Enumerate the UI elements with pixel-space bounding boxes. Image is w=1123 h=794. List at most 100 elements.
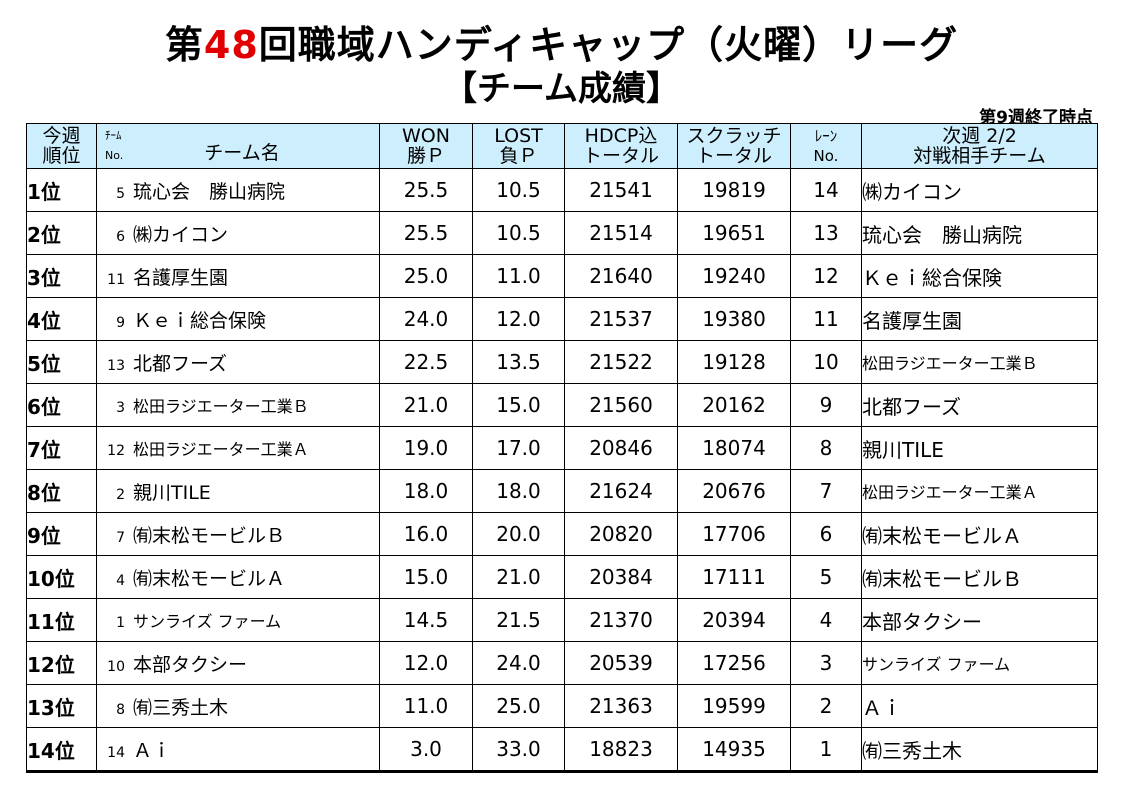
rank-cell: 4位 xyxy=(26,297,97,341)
header-team-no: ﾁｰﾑ xyxy=(105,129,122,142)
next-opponent: 松田ラジエーター工業Ｂ xyxy=(861,340,1098,384)
scratch-total: 17706 xyxy=(677,512,791,556)
lost-points: 24.0 xyxy=(472,641,565,685)
team-number: 14 xyxy=(107,744,125,761)
team-cell: 11 名護厚生園 xyxy=(96,254,380,298)
title-number: 48 xyxy=(203,23,259,67)
title-prefix: 第 xyxy=(164,23,204,67)
team-cell: 3 松田ラジエーター工業Ｂ xyxy=(96,383,380,427)
team-cell: 7 ㈲末松モービルＢ xyxy=(96,512,380,556)
header-lane: ﾚｰﾝ No. xyxy=(790,123,862,169)
scratch-total: 20394 xyxy=(677,598,791,642)
scratch-total: 17111 xyxy=(677,555,791,599)
lane-number: 6 xyxy=(790,512,862,556)
table-row: 6位 3 松田ラジエーター工業Ｂ 21.0 15.0 21560 20162 9 北都フーズ xyxy=(26,383,1098,427)
lost-points: 15.0 xyxy=(472,383,565,427)
rank-cell: 6位 xyxy=(26,383,97,427)
won-points: 25.5 xyxy=(379,168,473,212)
table-row: 7位 12 松田ラジエーター工業Ａ 19.0 17.0 20846 18074 8 親川TILE xyxy=(26,426,1098,470)
lane-number: 14 xyxy=(790,168,862,212)
team-number: 12 xyxy=(107,443,125,459)
lost-points: 18.0 xyxy=(472,469,565,513)
lane-number: 8 xyxy=(790,426,862,470)
team-cell: 9 Ｋｅｉ総合保険 xyxy=(96,297,380,341)
next-opponent: ㈲三秀土木 xyxy=(861,727,1098,773)
won-points: 11.0 xyxy=(379,684,473,728)
lost-points: 11.0 xyxy=(472,254,565,298)
team-number: 5 xyxy=(116,185,125,202)
next-opponent: ㈲末松モービルＢ xyxy=(861,555,1098,599)
team-number: 2 xyxy=(116,486,125,503)
lane-number: 10 xyxy=(790,340,862,384)
won-points: 22.5 xyxy=(379,340,473,384)
header-hdcp: HDCP込 トータル xyxy=(564,123,678,169)
scratch-total: 19380 xyxy=(677,297,791,341)
lane-number: 12 xyxy=(790,254,862,298)
team-number: 13 xyxy=(107,357,125,374)
team-cell: 6 ㈱カイコン xyxy=(96,211,380,255)
hdcp-total: 20539 xyxy=(564,641,678,685)
team-name: 琉心会 勝山病院 xyxy=(133,180,286,203)
team-cell: 12 松田ラジエーター工業Ａ xyxy=(96,426,380,470)
team-cell: 13 北都フーズ xyxy=(96,340,380,384)
won-points: 16.0 xyxy=(379,512,473,556)
team-cell: 8 ㈲三秀土木 xyxy=(96,684,380,728)
team-name: Ｋｅｉ総合保険 xyxy=(133,309,267,332)
table-row: 10位 4 ㈲末松モービルＡ 15.0 21.0 20384 17111 5 ㈲末松モービルＢ xyxy=(26,555,1098,599)
team-number: 1 xyxy=(116,615,125,631)
rank-cell: 14位 xyxy=(26,727,97,773)
team-name: ㈲三秀土木 xyxy=(133,696,229,719)
team-name: ㈲末松モービルＡ xyxy=(133,567,286,590)
table-row: 1位 5 琉心会 勝山病院 25.5 10.5 21541 19819 14 ㈱カイコン xyxy=(26,168,1098,212)
hdcp-total: 21370 xyxy=(564,598,678,642)
team-number: 3 xyxy=(116,400,125,416)
team-name: 名護厚生園 xyxy=(133,266,229,289)
team-name: サンライズ ファーム xyxy=(133,612,282,631)
lost-points: 12.0 xyxy=(472,297,565,341)
next-opponent: 松田ラジエーター工業Ａ xyxy=(861,469,1098,513)
header-next-opponent: 次週 2/2 対戦相手チーム xyxy=(861,123,1098,169)
scratch-total: 18074 xyxy=(677,426,791,470)
next-opponent: ㈲末松モービルＡ xyxy=(861,512,1098,556)
scratch-total: 19240 xyxy=(677,254,791,298)
lane-number: 11 xyxy=(790,297,862,341)
team-cell: 4 ㈲末松モービルＡ xyxy=(96,555,380,599)
next-opponent: Ｋｅｉ総合保険 xyxy=(861,254,1098,298)
won-points: 24.0 xyxy=(379,297,473,341)
team-name: 親川TILE xyxy=(133,481,211,504)
table-row: 13位 8 ㈲三秀土木 11.0 25.0 21363 19599 2 Ａｉ xyxy=(26,684,1098,728)
won-points: 21.0 xyxy=(379,383,473,427)
rank-cell: 11位 xyxy=(26,598,97,642)
team-cell: 1 サンライズ ファーム xyxy=(96,598,380,642)
scratch-total: 19128 xyxy=(677,340,791,384)
scratch-total: 19651 xyxy=(677,211,791,255)
lost-points: 25.0 xyxy=(472,684,565,728)
lane-number: 9 xyxy=(790,383,862,427)
hdcp-total: 21640 xyxy=(564,254,678,298)
next-opponent: Ａｉ xyxy=(861,684,1098,728)
team-number: 11 xyxy=(107,271,125,288)
hdcp-total: 20384 xyxy=(564,555,678,599)
rank-cell: 12位 xyxy=(26,641,97,685)
table-row: 5位 13 北都フーズ 22.5 13.5 21522 19128 10 松田ラジエーター工業Ｂ xyxy=(26,340,1098,384)
team-number: 9 xyxy=(116,314,125,331)
hdcp-total: 21363 xyxy=(564,684,678,728)
scratch-total: 19599 xyxy=(677,684,791,728)
scratch-total: 14935 xyxy=(677,727,791,773)
next-opponent: 親川TILE xyxy=(861,426,1098,470)
table-row: 4位 9 Ｋｅｉ総合保険 24.0 12.0 21537 19380 11 名護厚生園 xyxy=(26,297,1098,341)
title-block: 第48回職域ハンディキャップ（火曜）リーグ 【チーム成績】 xyxy=(0,22,1123,110)
lost-points: 33.0 xyxy=(472,727,565,773)
header-team-no-label: No. xyxy=(105,149,124,162)
next-opponent: 琉心会 勝山病院 xyxy=(861,211,1098,255)
hdcp-total: 20820 xyxy=(564,512,678,556)
team-name: 松田ラジエーター工業Ｂ xyxy=(133,397,309,416)
title-suffix: 回職域ハンディキャップ（火曜）リーグ xyxy=(258,23,959,67)
team-cell: 14 Ａｉ xyxy=(96,727,380,773)
scratch-total: 20162 xyxy=(677,383,791,427)
team-number: 6 xyxy=(116,228,125,245)
lost-points: 10.5 xyxy=(472,168,565,212)
rank-cell: 8位 xyxy=(26,469,97,513)
header-team: ﾁｰﾑ No. チーム名 xyxy=(96,123,380,169)
team-number: 4 xyxy=(116,572,125,589)
